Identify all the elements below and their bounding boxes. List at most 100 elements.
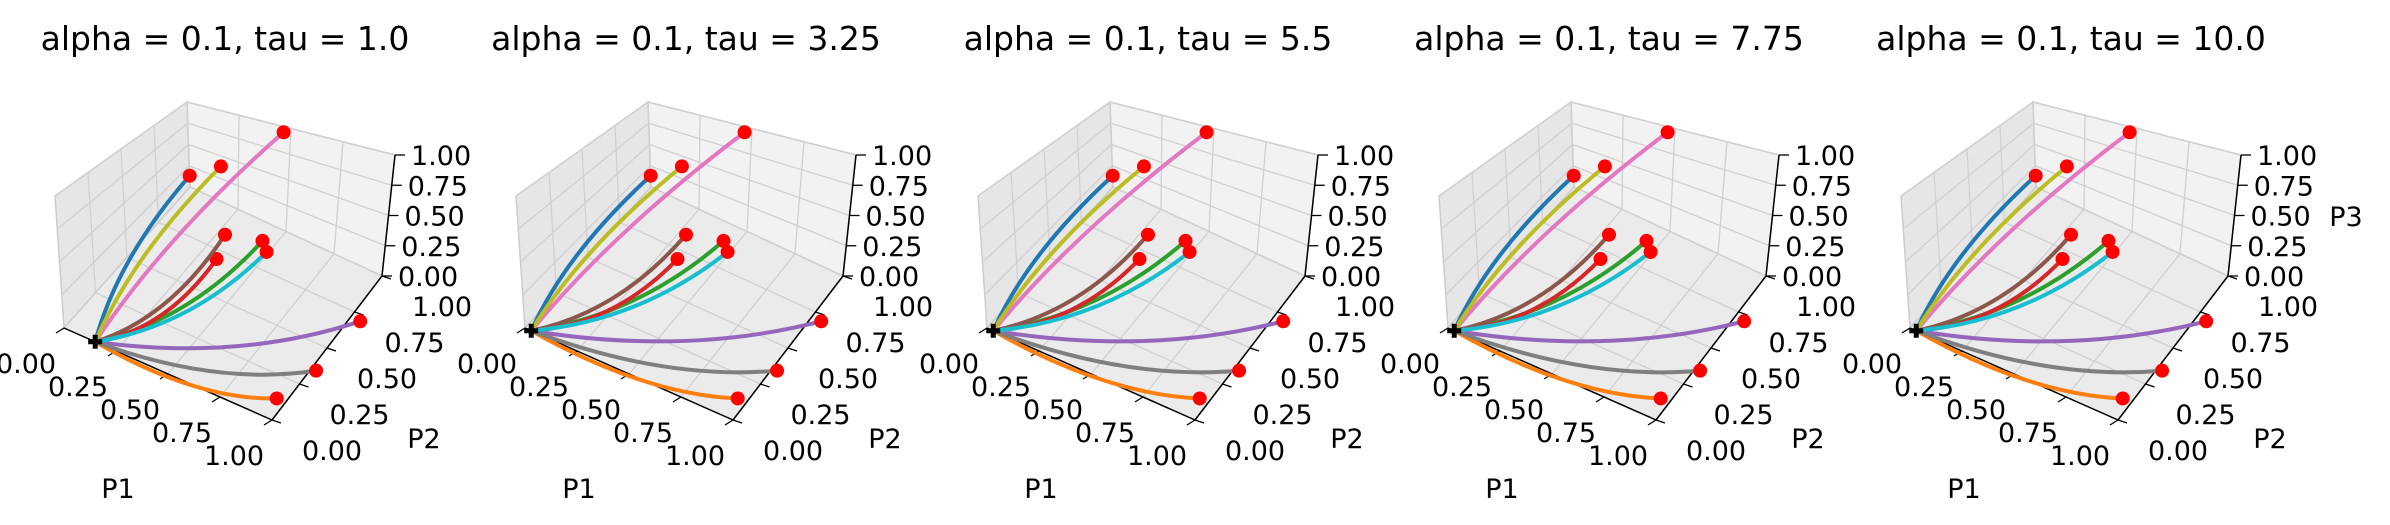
endpoint-marker <box>1192 391 1207 406</box>
grid-line <box>126 256 328 349</box>
z-tick-label: 0.75 <box>1792 171 1852 202</box>
grid-line <box>2033 122 2238 186</box>
endpoint-marker <box>209 252 224 267</box>
endpoint-marker <box>1276 314 1291 329</box>
y-tick-label: 0.50 <box>2203 364 2263 395</box>
endpoint-marker <box>1643 244 1658 259</box>
y-axis-label: P2 <box>868 424 901 455</box>
grid-line <box>186 101 396 156</box>
x-tick-label: 1.00 <box>665 441 725 472</box>
y-axis-label: P2 <box>2253 424 2286 455</box>
grid-line <box>1111 143 1312 217</box>
x-tick-label: 0.75 <box>613 418 673 449</box>
grid-line <box>1570 101 1780 156</box>
x-tick-label: 0.75 <box>1998 418 2058 449</box>
y-tick-label: 0.50 <box>818 364 878 395</box>
x-tick-mark <box>978 327 988 334</box>
endpoint-marker <box>2059 159 2074 174</box>
y-axis-label: P2 <box>1791 424 1824 455</box>
y-tick-label: 0.25 <box>790 400 850 431</box>
grid-line <box>189 186 383 277</box>
endpoint-marker <box>2028 168 2043 183</box>
y-tick-label: 0.25 <box>1713 400 1773 431</box>
series-line <box>1914 174 2038 332</box>
x-tick-label: 0.50 <box>1484 395 1544 426</box>
grid-line <box>2035 186 2229 277</box>
series-line <box>93 164 223 343</box>
grid-line <box>1603 253 1719 398</box>
z-tick-label: 0.50 <box>2251 202 2311 233</box>
series-line <box>992 328 1240 375</box>
series-line <box>530 328 778 375</box>
endpoint-marker <box>1182 244 1197 259</box>
z-tick-label: 1.00 <box>411 141 471 172</box>
x-tick-label: 0.75 <box>152 418 212 449</box>
series-line <box>1915 319 2207 344</box>
endpoint-marker <box>269 391 284 406</box>
y-tick-mark <box>1194 419 1205 424</box>
grid-line <box>1256 141 1267 254</box>
x-tick-mark <box>55 327 65 334</box>
series-line <box>1915 329 2123 401</box>
grid-line <box>2179 141 2190 254</box>
x-tick-label: 0.25 <box>971 372 1031 403</box>
y-tick-label: 1.00 <box>412 292 472 323</box>
start-marker <box>1909 323 1924 338</box>
x-axis-label: P1 <box>1485 474 1518 505</box>
series-line <box>1453 233 1611 333</box>
x-tick-label: 0.00 <box>919 349 979 380</box>
panel-5: alpha = 0.1, tau = 10.0 0.000.250.500.75… <box>1842 19 2363 505</box>
grid-line <box>982 144 1112 263</box>
y-tick-mark <box>271 419 282 424</box>
x-axis-label: P1 <box>101 474 134 505</box>
grid-line <box>1081 221 1278 313</box>
x-tick-mark <box>516 327 526 334</box>
grid-line <box>520 144 650 263</box>
y-tick-mark <box>1738 311 1748 316</box>
y-tick-mark <box>732 419 743 424</box>
grid-line <box>2034 143 2235 217</box>
y-tick-label: 0.50 <box>1280 364 1340 395</box>
panel-title: alpha = 0.1, tau = 7.75 <box>1414 19 1804 58</box>
x-tick-label: 0.75 <box>1536 418 1596 449</box>
x-tick-mark <box>1647 419 1657 426</box>
z-tick-label: 0.25 <box>1324 232 1384 263</box>
series-line <box>93 130 285 343</box>
y-tick-mark <box>354 311 364 316</box>
series-line <box>1914 130 2131 333</box>
y-tick-mark <box>2145 383 2155 388</box>
endpoint-marker <box>1593 252 1608 267</box>
x-tick-mark <box>1186 419 1196 426</box>
y-tick-label: 0.25 <box>2175 400 2235 431</box>
x-tick-label: 0.50 <box>100 395 160 426</box>
z-tick-label: 0.75 <box>1331 171 1391 202</box>
grid-line <box>1573 186 1767 277</box>
z-tick-label: 0.50 <box>1328 202 1388 233</box>
y-tick-label: 0.00 <box>763 436 823 467</box>
z-tick-label: 0.75 <box>2254 171 2314 202</box>
grid-line <box>56 122 189 230</box>
y-tick-mark <box>299 383 309 388</box>
grid-line <box>794 141 805 254</box>
x-tick-mark <box>2109 419 2119 426</box>
y-tick-mark <box>1710 347 1721 352</box>
endpoint-marker <box>2122 125 2137 140</box>
endpoint-marker <box>1653 391 1668 406</box>
panel-3: alpha = 0.1, tau = 5.5 0.000.250.500.751… <box>919 19 1395 505</box>
grid-line <box>1110 122 1315 186</box>
z-tick-label: 0.50 <box>405 202 465 233</box>
y-tick-label: 0.25 <box>1252 400 1312 431</box>
grid-line <box>1440 122 1573 230</box>
panel-title: alpha = 0.1, tau = 10.0 <box>1876 19 2266 58</box>
x-tick-label: 0.25 <box>509 372 569 403</box>
grid-line <box>977 101 1111 197</box>
grid-line <box>2065 253 2181 398</box>
grid-line <box>650 186 844 277</box>
endpoint-marker <box>2105 244 2120 259</box>
series-line <box>1452 164 1607 332</box>
grid-line <box>1112 186 1306 277</box>
series-line <box>992 329 1200 401</box>
y-tick-label: 0.75 <box>1768 328 1828 359</box>
series-line <box>529 174 653 332</box>
